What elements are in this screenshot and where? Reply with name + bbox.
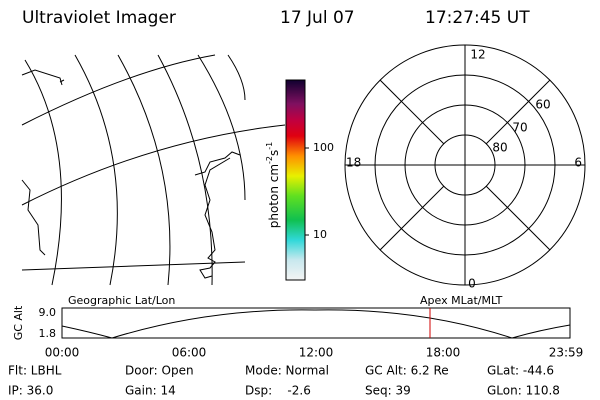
timeline-title: Apex MLat/MLT [420, 294, 503, 307]
title: Ultraviolet Imager [22, 8, 176, 28]
unit: photon cm [267, 164, 281, 228]
y-label: 9.0 [39, 306, 57, 319]
colorbar-tick-label: 100 [313, 141, 334, 154]
date: 17 Jul 07 [280, 8, 355, 28]
axis-label: GC Alt [12, 305, 25, 340]
lat-label: 80 [492, 141, 507, 155]
status-block: Flt: LBHL Door: Open Mode: Normal GC Alt: 6… [8, 364, 560, 398]
colorbar-label: photon cm-2s-1 [265, 142, 281, 229]
status-field: Door: Open [125, 364, 194, 378]
status-field: Seq: 39 [365, 384, 411, 398]
x-label: 06:00 [172, 346, 207, 360]
unit-exp: -2 [265, 156, 274, 164]
x-label: 12:00 [299, 346, 334, 360]
mlt-label: 0 [468, 277, 476, 291]
status-field: IP: 36.0 [8, 384, 53, 398]
map [21, 54, 286, 286]
colorbar [285, 79, 306, 281]
unit: s [267, 150, 281, 156]
status-field: Mode: Normal [245, 364, 329, 378]
status-field: Gain: 14 [125, 384, 176, 398]
status-field: GLat: -44.6 [487, 364, 554, 378]
unit-exp: -1 [265, 142, 274, 150]
mlt-label: 6 [574, 156, 582, 170]
timeline-title: Geographic Lat/Lon [68, 294, 175, 307]
time: 17:27:45 UT [425, 8, 530, 28]
mlt-label: 18 [346, 156, 361, 170]
altitude-curve [61, 309, 571, 339]
lat-label: 60 [535, 98, 550, 112]
y-label: 1.8 [39, 327, 57, 340]
x-label: 00:00 [45, 346, 80, 360]
status-field: GLon: 110.8 [487, 384, 560, 398]
polar-grid [344, 44, 586, 286]
status-field: Dsp: -2.6 [245, 384, 311, 398]
timeline-box [61, 307, 571, 339]
mlt-label: 12 [470, 48, 485, 62]
lat-label: 70 [512, 121, 527, 135]
colorbar-tick-label: 10 [313, 228, 327, 241]
status-field: Flt: LBHL [8, 364, 62, 378]
status-field: GC Alt: 6.2 Re [365, 364, 449, 378]
x-label: 23:59 [549, 346, 584, 360]
x-label: 18:00 [426, 346, 461, 360]
